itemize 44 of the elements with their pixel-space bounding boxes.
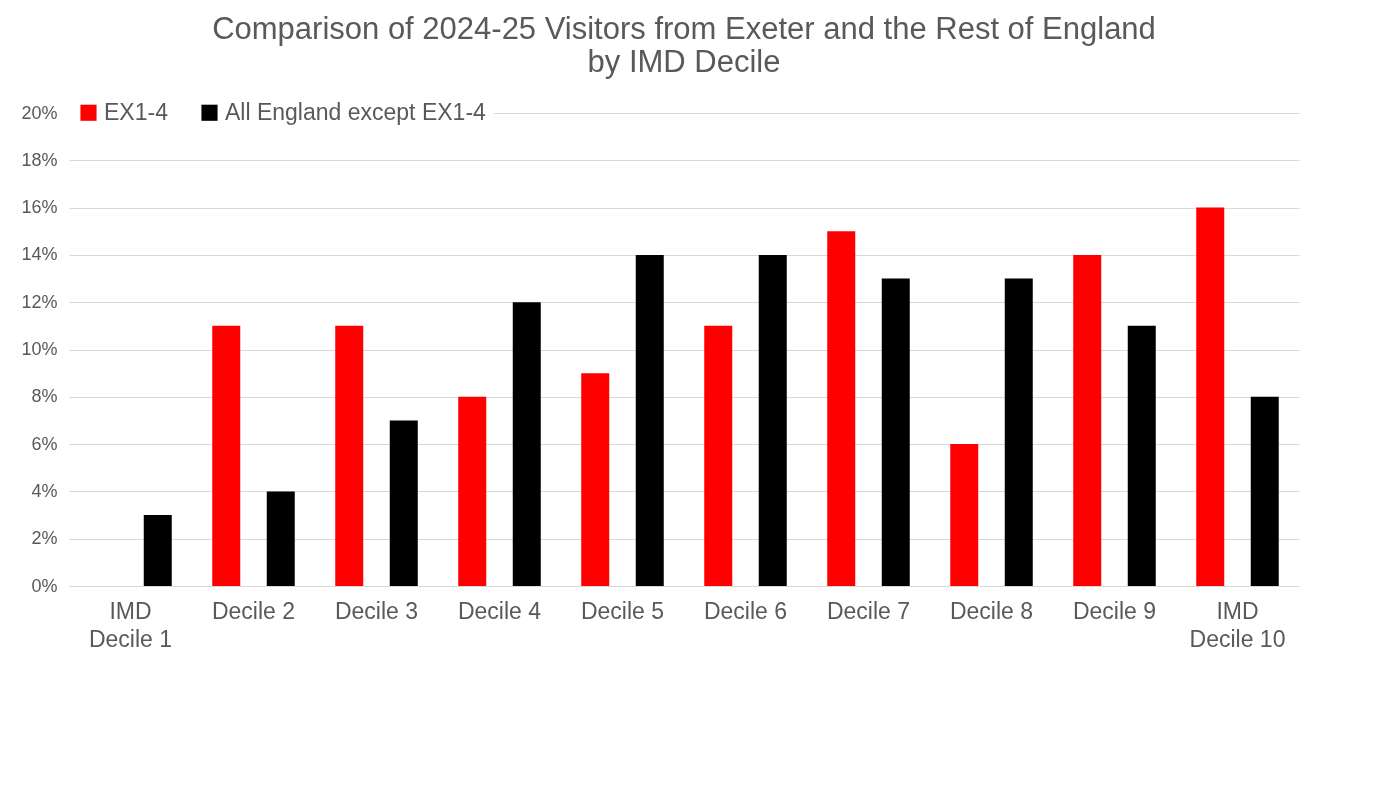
legend-label: All England except EX1-4	[225, 98, 487, 125]
bar	[635, 254, 664, 586]
x-tick-label: IMD Decile 1	[88, 597, 173, 652]
bar	[1073, 254, 1102, 586]
bar	[1004, 278, 1033, 586]
bar	[758, 254, 787, 586]
x-tick-label: IMD Decile 10	[1189, 597, 1286, 652]
bar	[827, 231, 856, 586]
y-tick-label: 6%	[31, 433, 58, 454]
bar	[1127, 325, 1156, 586]
x-tick-label: Decile 4	[457, 597, 542, 624]
y-tick-label: 2%	[31, 528, 58, 549]
y-tick-label: 10%	[21, 339, 58, 359]
y-tick-label: 16%	[21, 197, 58, 218]
y-tick-label: 8%	[31, 386, 58, 407]
x-tick-label: Decile 6	[703, 597, 788, 624]
bar	[581, 373, 610, 586]
x-tick-label: Decile 5	[580, 597, 665, 624]
bar	[335, 325, 364, 586]
bar	[512, 302, 541, 586]
bar	[266, 491, 295, 586]
text: Comparison of 2024-25 Visitors from Exeter and the Rest of England	[212, 11, 1156, 46]
x-tick-label: Decile 9	[1072, 597, 1157, 624]
bar	[881, 278, 910, 586]
bar	[1196, 207, 1225, 586]
bar	[1250, 396, 1279, 586]
y-tick-label: 14%	[21, 244, 58, 265]
bar	[143, 515, 172, 586]
x-tick-label: Decile 2	[211, 597, 296, 624]
text: by IMD Decile	[587, 44, 781, 79]
bar	[212, 325, 241, 586]
y-tick-label: 0%	[31, 575, 58, 596]
bar	[389, 420, 418, 586]
x-tick-label: Decile 7	[826, 597, 911, 624]
legend-label: EX1-4	[104, 98, 169, 125]
x-tick-label: Decile 8	[949, 597, 1034, 624]
y-tick-label: 18%	[21, 149, 58, 170]
bar	[458, 396, 487, 586]
y-tick-label: 12%	[21, 291, 58, 312]
y-tick-label: 4%	[31, 480, 58, 501]
x-tick-label: Decile 3	[334, 597, 419, 624]
bar	[950, 444, 979, 586]
y-tick-label: 20%	[21, 102, 58, 123]
bar	[704, 325, 733, 586]
